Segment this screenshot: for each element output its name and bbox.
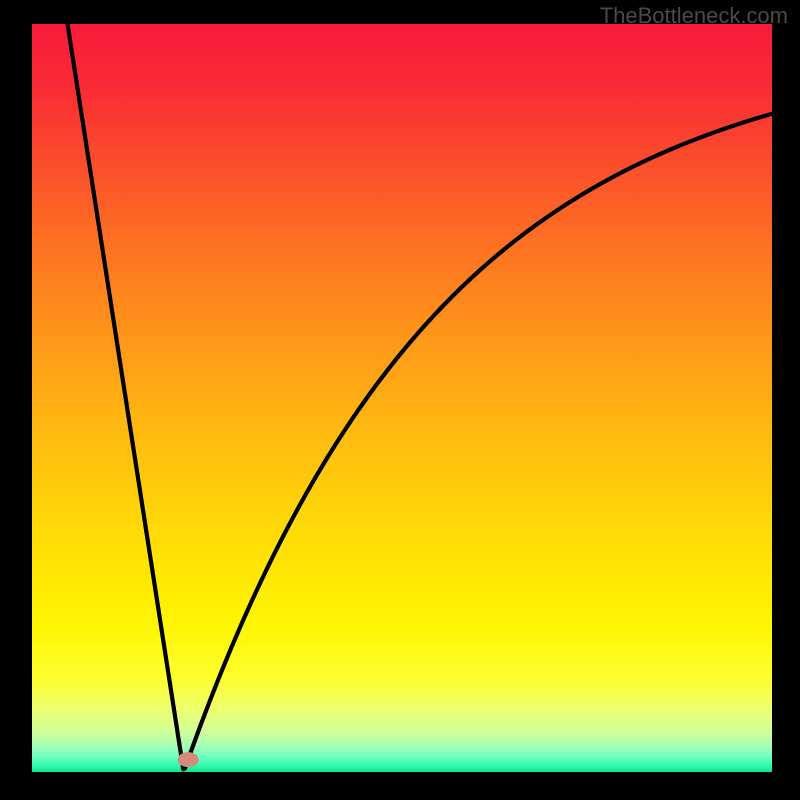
chart-container: TheBottleneck.com bbox=[0, 0, 800, 800]
chart-svg bbox=[0, 0, 800, 800]
watermark-text: TheBottleneck.com bbox=[600, 3, 788, 29]
optimal-point-marker bbox=[178, 752, 199, 767]
plot-area bbox=[32, 24, 772, 772]
